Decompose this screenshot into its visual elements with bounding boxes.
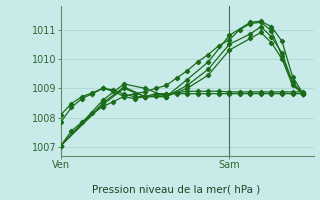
Text: Pression niveau de la mer( hPa ): Pression niveau de la mer( hPa ) xyxy=(92,184,260,194)
